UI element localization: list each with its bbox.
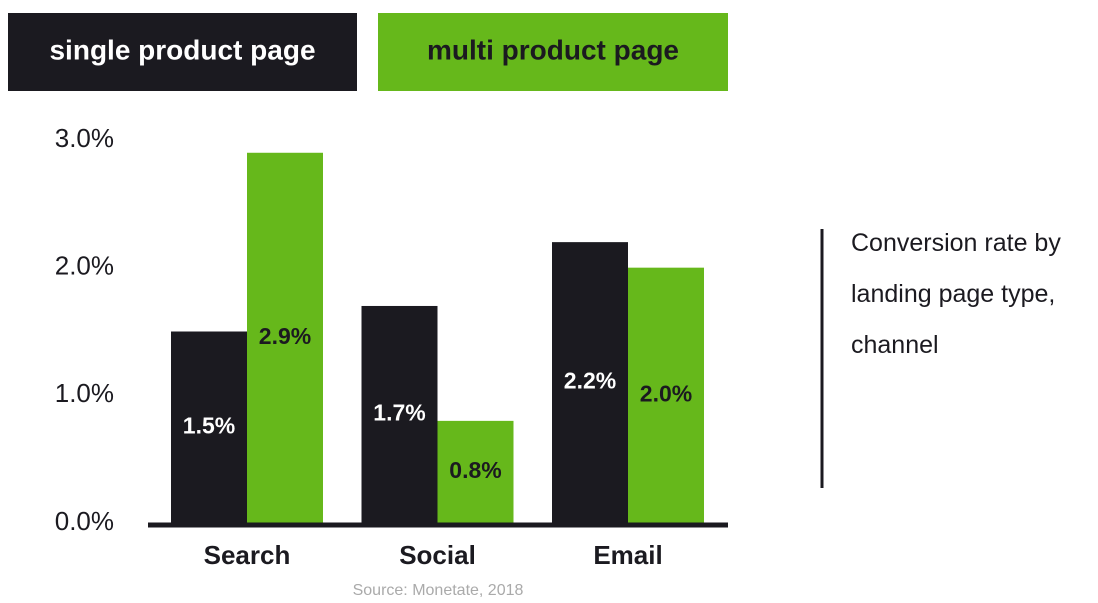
legend-label: single product page [49,34,315,65]
bar [437,420,514,523]
legend-swatch [8,13,357,91]
legend-swatch [378,13,728,91]
x-tick-label: Social [399,540,476,570]
y-tick-label: 3.0% [55,123,114,153]
chart-title: Conversion rate by landing page type, ch… [851,229,1061,359]
bar [361,305,438,523]
data-label: 1.5% [183,412,235,438]
y-tick-label: 1.0% [55,378,114,408]
data-label: 1.7% [373,400,425,426]
legend-label: multi product page [427,34,679,65]
data-label: 2.0% [640,380,692,406]
bar [171,331,247,523]
x-tick-label: Search [204,540,291,570]
source: Source: Monetate, 2018 [353,582,524,599]
data-label: 2.2% [564,368,616,394]
bar [552,242,628,523]
y-tick-label: 0.0% [55,506,114,536]
y-tick-label: 2.0% [55,251,114,281]
data-label: 0.8% [449,457,501,483]
bar [247,152,323,523]
x-tick-label: Email [593,540,662,570]
bar [628,267,704,523]
data-label: 2.9% [259,323,311,349]
